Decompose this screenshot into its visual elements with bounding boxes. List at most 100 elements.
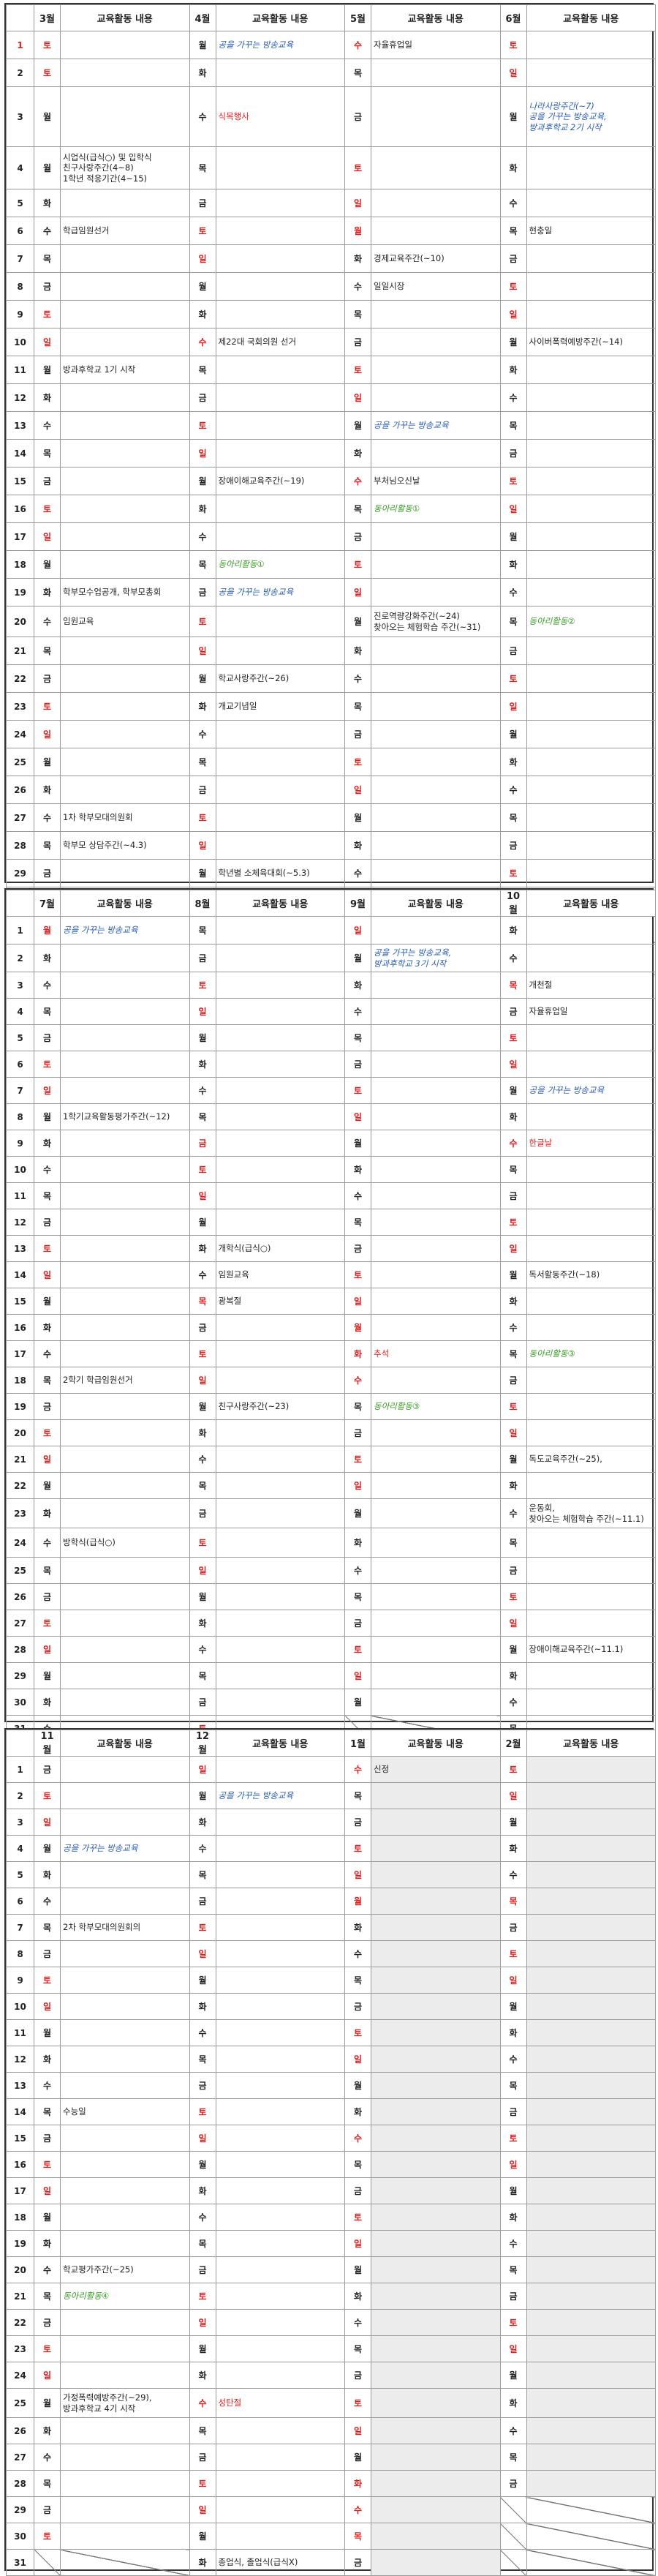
weekday-cell: 목: [34, 2098, 61, 2125]
activity-cell: [60, 998, 190, 1025]
activity-cell: [60, 2151, 190, 2178]
activity-cell: [60, 1940, 190, 1967]
activity-cell: [526, 2549, 656, 2576]
calendar-block: 7월 교육활동 내용 8월 교육활동 내용 9월 교육활동 내용 10월 교육활동 내용 1 월 공…: [4, 888, 656, 1742]
activity-cell: 공을 가꾸는 방송교육: [215, 31, 345, 59]
activity-cell: 공을 가꾸는 방송교육: [60, 1835, 190, 1862]
weekday-cell: 화: [499, 1835, 527, 1862]
month-header: 10월: [499, 890, 527, 917]
activity-cell: [526, 2496, 656, 2523]
table-row: 29 금 월 학년별 소체육대회(~5.3) 수 토: [6, 859, 656, 887]
weekday-cell: 화: [499, 1288, 527, 1315]
activity-cell: 동아리활동①: [215, 550, 345, 579]
weekday-cell: 수: [34, 1340, 61, 1367]
day-number: 7: [6, 244, 34, 273]
weekday-cell: 금: [499, 2470, 527, 2497]
day-number: 11: [6, 2019, 34, 2046]
table-row: 1 금 일 수 신정 토: [6, 1756, 656, 1783]
weekday-cell: 금: [499, 831, 527, 860]
table-row: 22 금 월 학교사랑주간(~26) 수 토: [6, 664, 656, 693]
weekday-cell: 토: [34, 31, 61, 59]
day-number: 28: [6, 2470, 34, 2497]
weekday-cell: 토: [189, 803, 216, 832]
calendar-block: 3월 교육활동 내용 4월 교육활동 내용 5월 교육활동 내용 6월 교육활동 내용 1 토 월 공…: [4, 3, 656, 975]
activity-header: 교육활동 내용: [60, 1730, 190, 1757]
weekday-cell: 일: [344, 1472, 371, 1499]
weekday-cell: 수: [499, 383, 527, 412]
activity-cell: 동아리활동④: [60, 2283, 190, 2310]
weekday-cell: 월: [499, 2362, 527, 2389]
day-number: 17: [6, 2177, 34, 2204]
activity-cell: [215, 803, 345, 832]
activity-cell: [215, 1914, 345, 1941]
activity-cell: [60, 1782, 190, 1809]
activity-cell: [215, 1103, 345, 1130]
activity-cell: [60, 1472, 190, 1499]
weekday-cell: 일: [499, 1782, 527, 1809]
weekday-cell: [499, 2496, 527, 2523]
activity-cell: 자율휴업일: [526, 998, 656, 1025]
weekday-cell: 화: [344, 1914, 371, 1941]
weekday-cell: 수: [189, 1077, 216, 1104]
activity-cell: [526, 1367, 656, 1394]
weekday-cell: 목: [34, 637, 61, 665]
table-row: 17 일 화 금 월: [6, 2177, 656, 2204]
day-number: 25: [6, 748, 34, 776]
day-number: 21: [6, 637, 34, 665]
weekday-cell: 월: [34, 1662, 61, 1689]
activity-cell: [526, 1993, 656, 2020]
weekday-cell: 수: [344, 31, 371, 59]
activity-cell: [215, 720, 345, 748]
day-number: 23: [6, 2335, 34, 2362]
weekday-cell: 토: [499, 859, 527, 887]
activity-cell: [60, 692, 190, 721]
day-number: 2: [6, 59, 34, 87]
table-row: 17 일 수 금 월: [6, 522, 656, 551]
day-number: 30: [6, 1689, 34, 1716]
activity-cell: [60, 944, 190, 972]
activity-cell: 학부모수업공개, 학부모총회: [60, 578, 190, 607]
weekday-cell: 화: [189, 692, 216, 721]
table-row: 13 수 토 월 공을 가꾸는 방송교육 목: [6, 411, 656, 440]
weekday-cell: 화: [499, 2204, 527, 2231]
weekday-cell: 화: [189, 1419, 216, 1446]
activity-cell: [526, 2444, 656, 2471]
weekday-cell: 일: [344, 2230, 371, 2257]
activity-cell: 성탄절: [215, 2388, 345, 2418]
activity-cell: [371, 1209, 501, 1236]
activity-cell: [526, 550, 656, 579]
weekday-cell: 월: [34, 2388, 61, 2418]
weekday-cell: 수: [34, 1156, 61, 1183]
weekday-cell: 수: [499, 776, 527, 804]
day-number: 22: [6, 2309, 34, 2336]
weekday-cell: 수: [499, 1689, 527, 1716]
weekday-cell: 일: [344, 1288, 371, 1315]
activity-cell: [60, 328, 190, 356]
day-number: 26: [6, 1583, 34, 1610]
activity-cell: 개교기념일: [215, 692, 345, 721]
table-row: 16 화 금 월 수: [6, 1314, 656, 1341]
weekday-cell: 수: [499, 189, 527, 217]
activity-cell: [215, 2019, 345, 2046]
table-row: 23 토 월 목 일: [6, 2335, 656, 2362]
weekday-cell: 토: [34, 2335, 61, 2362]
activity-cell: [215, 2417, 345, 2444]
activity-cell: 1차 학부모대의원회: [60, 803, 190, 832]
activity-cell: [215, 1557, 345, 1584]
activity-cell: [526, 1557, 656, 1584]
weekday-cell: 수: [34, 606, 61, 637]
activity-cell: [526, 2335, 656, 2362]
weekday-cell: 수: [34, 2072, 61, 2099]
weekday-cell: 토: [189, 1528, 216, 1558]
weekday-cell: 토: [344, 146, 371, 189]
activity-cell: [215, 189, 345, 217]
activity-cell: [60, 1888, 190, 1915]
activity-header: 교육활동 내용: [215, 890, 345, 917]
table-row: 2 화 금 월 공을 가꾸는 방송교육, 방과후학교 3기 시작 수: [6, 944, 656, 972]
day-number: 10: [6, 1993, 34, 2020]
weekday-cell: 일: [344, 189, 371, 217]
activity-cell: [215, 1610, 345, 1637]
